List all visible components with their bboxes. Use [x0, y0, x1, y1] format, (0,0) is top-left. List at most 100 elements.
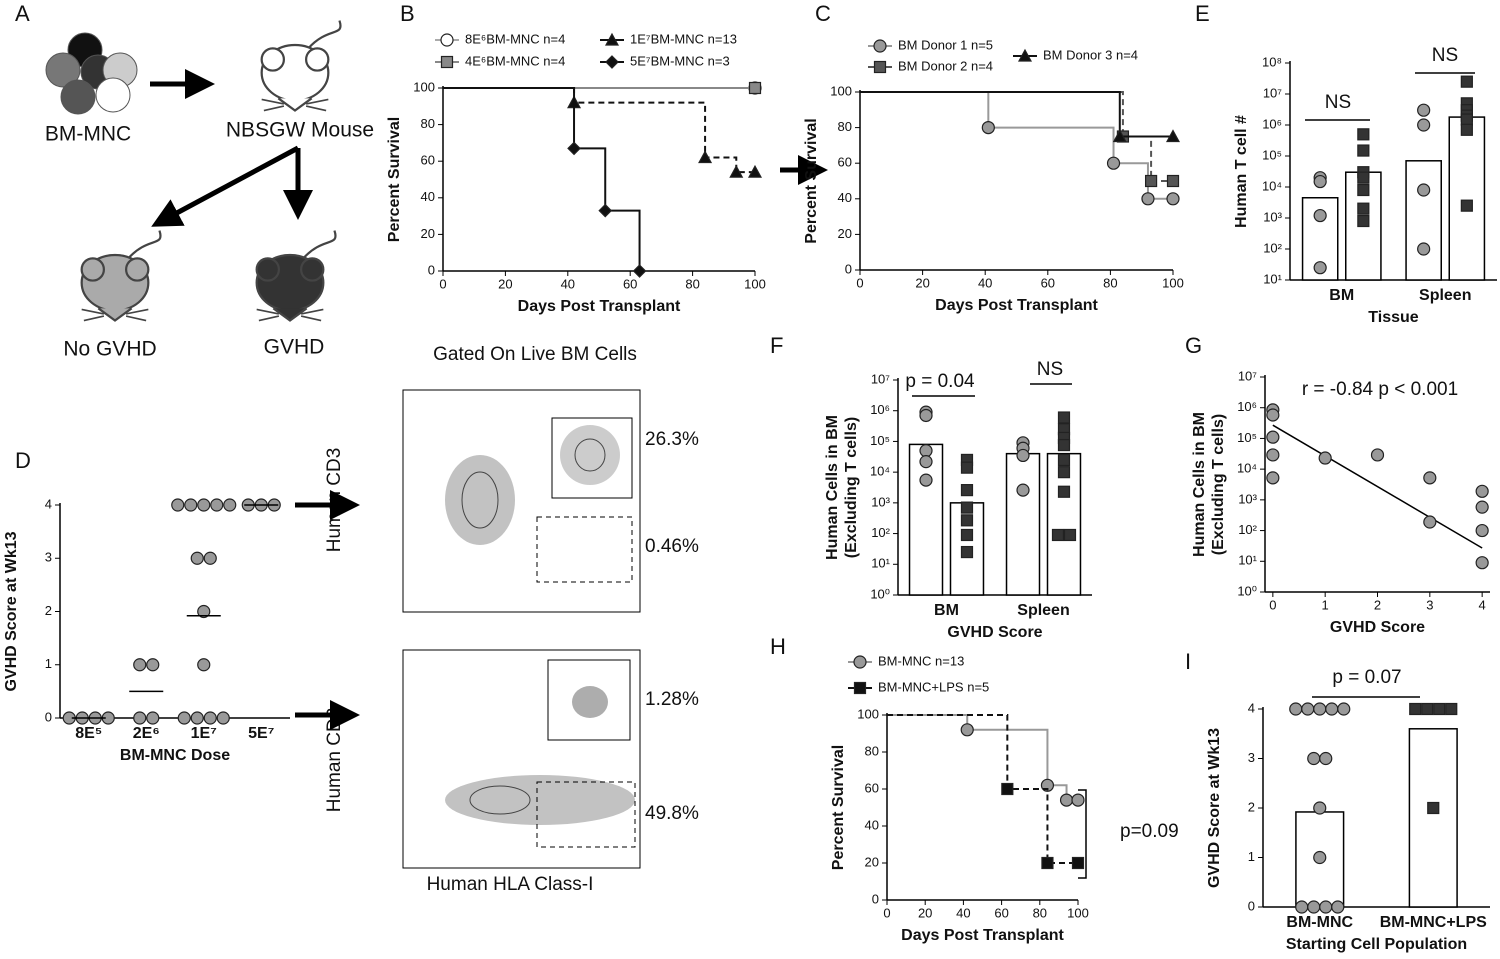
bar	[1405, 160, 1443, 281]
y-tick-label: 100	[413, 79, 435, 94]
marker	[1319, 751, 1333, 766]
survival-step	[860, 91, 1173, 200]
density	[445, 775, 635, 825]
x-tick-label: Spleen	[1017, 602, 1069, 619]
y-tick-label: 10⁵	[1237, 430, 1257, 445]
y-tick-label: 10⁵	[870, 433, 890, 448]
x-axis-title: Starting Cell Population	[1286, 936, 1467, 953]
x-tick-label: 4	[1479, 597, 1486, 612]
marker	[216, 711, 230, 725]
y-tick-label: 0	[872, 891, 879, 906]
x-tick-label: 20	[498, 276, 512, 291]
marker	[747, 164, 763, 178]
marker	[1301, 702, 1315, 716]
y-tick-label: 4	[1248, 700, 1255, 715]
marker	[1460, 75, 1473, 88]
flow-title: Gated On Live BM Cells	[433, 344, 637, 365]
survival-step	[443, 87, 641, 271]
x-tick-label: 100	[744, 276, 766, 291]
y-tick-label: 40	[421, 189, 435, 204]
marker	[1409, 702, 1422, 716]
marker	[133, 711, 147, 725]
mouse	[260, 19, 342, 112]
x-tick-label: 3	[1426, 597, 1433, 612]
legend-label: 8E⁶BM-MNC n=4	[465, 31, 565, 46]
marker	[1041, 856, 1054, 870]
node-label: NBSGW Mouse	[226, 119, 374, 142]
x-tick-label: 20	[918, 905, 932, 920]
panel-label: F	[770, 333, 783, 358]
y-tick-label: 0	[845, 261, 852, 276]
marker	[197, 498, 211, 512]
marker	[1357, 144, 1370, 157]
legend-label: 4E⁶BM-MNC n=4	[465, 53, 565, 68]
x-tick-label: 60	[994, 905, 1008, 920]
gate-percent: 0.46%	[645, 536, 699, 557]
marker	[184, 498, 198, 512]
marker	[146, 711, 160, 725]
legend-label: BM Donor 3 n=4	[1043, 47, 1138, 62]
x-tick-label: 5E⁷	[248, 725, 274, 742]
bar	[1448, 116, 1486, 281]
contour	[469, 785, 531, 815]
marker	[1357, 202, 1370, 215]
flow-ylabel: Human CD3	[324, 448, 345, 553]
marker	[1357, 214, 1370, 228]
y-tick-label: 60	[838, 155, 852, 170]
marker	[223, 498, 237, 512]
marker	[1112, 129, 1127, 143]
marker	[1166, 174, 1180, 188]
marker	[1313, 801, 1327, 815]
marker	[1313, 174, 1327, 189]
y-tick-label: 100	[857, 706, 879, 721]
x-tick-label: 60	[623, 276, 637, 291]
marker	[1475, 556, 1489, 570]
brackets	[912, 72, 1475, 879]
marker	[1307, 751, 1321, 766]
x-tick-label: 0	[1269, 597, 1276, 612]
marker	[133, 658, 147, 672]
marker	[440, 33, 454, 47]
marker	[1417, 183, 1431, 197]
marker	[203, 711, 217, 725]
marker	[873, 60, 887, 74]
annotation: r = -0.84 p < 0.001	[1302, 379, 1458, 400]
y-axis-title: (Excluding T cells)	[1210, 414, 1227, 555]
y-tick-label: 40	[838, 190, 852, 205]
marker	[1057, 411, 1071, 424]
mouse	[255, 229, 337, 322]
y-tick-label: 4	[45, 496, 52, 511]
node-label: GVHD	[264, 336, 325, 359]
x-tick-label: 40	[561, 276, 575, 291]
y-tick-label: 20	[421, 226, 435, 241]
marker	[1071, 856, 1085, 870]
x-tick-label: 80	[1033, 905, 1047, 920]
y-tick-label: 10⁷	[871, 371, 890, 386]
marker	[1144, 174, 1158, 188]
marker	[1071, 793, 1085, 807]
cell	[45, 52, 81, 88]
marker	[1266, 448, 1280, 462]
annotation: NS	[1325, 92, 1351, 113]
y-tick-label: 20	[865, 854, 879, 869]
y-tick-label: 10⁰	[1237, 583, 1257, 598]
marker	[1313, 261, 1327, 275]
legend-label: BM-MNC n=13	[878, 653, 964, 668]
y-tick-label: 40	[865, 817, 879, 832]
marker	[604, 32, 620, 46]
node-label: No GVHD	[63, 338, 156, 361]
marker	[598, 203, 613, 218]
marker	[1427, 801, 1440, 815]
marker	[1417, 103, 1431, 117]
gate	[547, 659, 631, 741]
x-tick-label: 100	[1067, 905, 1089, 920]
y-tick-label: 3	[45, 550, 52, 565]
marker	[197, 604, 211, 619]
y-tick-label: 1	[1248, 849, 1255, 864]
bar	[1005, 452, 1041, 596]
annotation: p = 0.04	[905, 371, 975, 392]
marker	[1433, 702, 1446, 716]
arrow	[151, 145, 300, 227]
panel-label: I	[1185, 649, 1191, 674]
y-axis-title: Percent Survival	[386, 117, 403, 242]
